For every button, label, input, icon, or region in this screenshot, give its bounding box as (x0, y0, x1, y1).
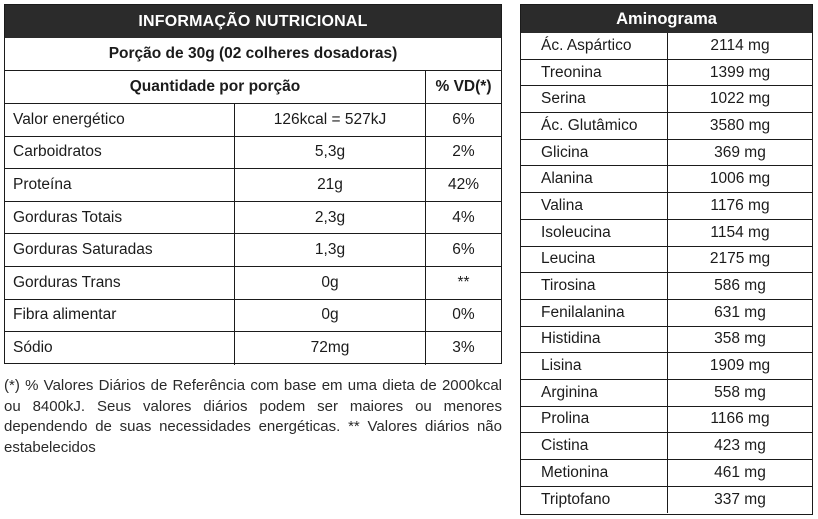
nutrient-quantity: 72mg (235, 332, 426, 365)
nutrient-quantity: 1,3g (235, 234, 426, 266)
amino-acid-name: Arginina (521, 379, 668, 406)
amino-acid-name: Ác. Glutâmico (521, 113, 668, 139)
amino-acid-name: Ác. Aspártico (521, 33, 668, 59)
amino-acid-name: Triptofano (521, 486, 668, 514)
table-row: Prolina 1166 mg (521, 406, 812, 434)
table-row: Carboidratos 5,3g 2% (5, 136, 501, 170)
amino-acid-name: Histidina (521, 326, 668, 353)
amino-acid-name: Cistina (521, 433, 668, 459)
aminogram-table: Aminograma Ác. Aspártico 2114 mg Treonina 1… (520, 4, 813, 515)
amino-acid-name: Prolina (521, 406, 668, 433)
table-row: Ác. Glutâmico 3580 mg (521, 113, 812, 140)
table-row: Isoleucina 1154 mg (521, 219, 812, 247)
nutrient-quantity: 5,3g (235, 136, 426, 169)
table-row: Serina 1022 mg (521, 86, 812, 114)
amino-acid-name: Leucina (521, 246, 668, 273)
nutrient-vd: 42% (447, 175, 480, 193)
table-row: Lisina 1909 mg (521, 353, 812, 380)
nutrition-column-headers: Quantidade por porção % VD(*) (5, 71, 501, 104)
amino-acid-value: 1166 mg (710, 410, 770, 428)
table-row: Arginina 558 mg (521, 379, 812, 407)
table-row: Valina 1176 mg (521, 193, 812, 220)
aminogram-rows: Ác. Aspártico 2114 mg Treonina 1399 mg Serin… (521, 33, 812, 514)
nutrient-name: Gorduras Trans (5, 266, 235, 299)
amino-acid-name: Serina (521, 86, 668, 113)
table-row: Sódio 72mg 3% (5, 332, 501, 365)
nutrient-vd: 0% (452, 306, 475, 324)
nutrition-title: INFORMAÇÃO NUTRICIONAL (5, 5, 501, 38)
nutrition-rows: Valor energético 126kcal = 527kJ 6% Carboid… (5, 104, 501, 365)
table-row: Gorduras Totais 2,3g 4% (5, 201, 501, 235)
table-row: Valor energético 126kcal = 527kJ 6% (5, 104, 501, 137)
amino-acid-name: Glicina (521, 139, 668, 166)
amino-acid-value: 631 mg (714, 303, 766, 321)
table-row: Fibra alimentar 0g 0% (5, 299, 501, 333)
amino-acid-name: Metionina (521, 460, 668, 486)
nutrient-vd: 4% (452, 208, 475, 226)
amino-acid-value: 2175 mg (709, 250, 771, 268)
nutrient-name: Gorduras Saturadas (5, 234, 235, 266)
nutrient-quantity: 0g (235, 299, 426, 332)
amino-acid-name: Valina (521, 193, 668, 219)
nutrient-name: Carboidratos (5, 136, 235, 169)
nutrition-facts-table: INFORMAÇÃO NUTRICIONAL Porção de 30g (02… (4, 4, 502, 365)
amino-acid-value: 337 mg (714, 491, 766, 509)
amino-acid-name: Alanina (521, 166, 668, 193)
nutrient-name: Fibra alimentar (5, 299, 235, 332)
table-row: Ác. Aspártico 2114 mg (521, 33, 812, 60)
amino-acid-name: Lisina (521, 353, 668, 379)
aminogram-title: Aminograma (521, 5, 812, 33)
table-row: Triptofano 337 mg (521, 486, 812, 514)
nutrient-name: Gorduras Totais (5, 201, 235, 234)
amino-acid-value: 1909 mg (709, 357, 771, 375)
amino-acid-value: 558 mg (714, 383, 766, 401)
column-header-quantity: Quantidade por porção (5, 71, 426, 103)
table-row: Treonina 1399 mg (521, 59, 812, 87)
nutrition-footnote: (*) % Valores Diários de Referência com … (4, 377, 502, 456)
table-row: Metionina 461 mg (521, 460, 812, 487)
amino-acid-value: 358 mg (714, 330, 766, 348)
nutrient-vd: 2% (452, 143, 475, 161)
nutrient-vd: 6% (452, 110, 475, 128)
amino-acid-value: 586 mg (714, 277, 766, 295)
table-row: Gorduras Trans 0g ** (5, 266, 501, 300)
table-row: Tirosina 586 mg (521, 273, 812, 300)
portion-size: Porção de 30g (02 colheres dosadoras) (5, 38, 501, 71)
table-row: Gorduras Saturadas 1,3g 6% (5, 234, 501, 267)
nutrient-vd: ** (457, 273, 470, 291)
table-row: Glicina 369 mg (521, 139, 812, 167)
amino-acid-value: 1022 mg (709, 90, 771, 108)
amino-acid-value: 369 mg (714, 143, 766, 161)
amino-acid-value: 1176 mg (710, 196, 770, 214)
nutrient-quantity: 2,3g (235, 201, 426, 234)
table-row: Leucina 2175 mg (521, 246, 812, 274)
nutrient-quantity: 126kcal = 527kJ (235, 104, 426, 136)
table-row: Fenilalanina 631 mg (521, 299, 812, 327)
nutrient-name: Valor energético (5, 104, 235, 136)
nutrient-quantity: 0g (235, 266, 426, 299)
nutrient-vd: 3% (452, 339, 475, 357)
table-row: Histidina 358 mg (521, 326, 812, 354)
amino-acid-name: Fenilalanina (521, 299, 668, 326)
table-row: Cistina 423 mg (521, 433, 812, 460)
nutrient-vd: 6% (452, 241, 475, 259)
amino-acid-name: Treonina (521, 59, 668, 86)
table-row: Alanina 1006 mg (521, 166, 812, 194)
amino-acid-name: Tirosina (521, 273, 668, 299)
table-row: Proteína 21g 42% (5, 169, 501, 202)
amino-acid-value: 2114 mg (710, 36, 770, 54)
amino-acid-value: 461 mg (714, 463, 766, 481)
nutrient-name: Sódio (5, 332, 235, 365)
amino-acid-value: 1006 mg (709, 170, 771, 188)
amino-acid-value: 3580 mg (709, 116, 771, 134)
amino-acid-value: 1399 mg (709, 63, 771, 81)
amino-acid-value: 1154 mg (710, 223, 770, 241)
nutrient-quantity: 21g (235, 169, 426, 201)
nutrient-name: Proteína (5, 169, 235, 201)
amino-acid-value: 423 mg (714, 437, 766, 455)
amino-acid-name: Isoleucina (521, 219, 668, 246)
column-header-vd: % VD(*) (435, 78, 492, 95)
